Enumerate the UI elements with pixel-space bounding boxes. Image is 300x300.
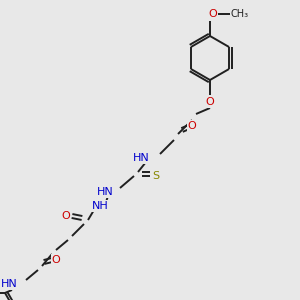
Text: O: O: [188, 121, 196, 131]
Text: HN: HN: [133, 153, 150, 163]
Text: HN: HN: [97, 187, 114, 197]
Text: S: S: [152, 171, 160, 181]
Text: HN: HN: [1, 279, 18, 289]
Text: NH: NH: [92, 201, 108, 211]
Text: CH₃: CH₃: [231, 9, 249, 19]
Text: O: O: [61, 211, 70, 221]
Text: O: O: [52, 255, 60, 265]
Text: O: O: [206, 97, 214, 107]
Text: O: O: [208, 9, 217, 19]
